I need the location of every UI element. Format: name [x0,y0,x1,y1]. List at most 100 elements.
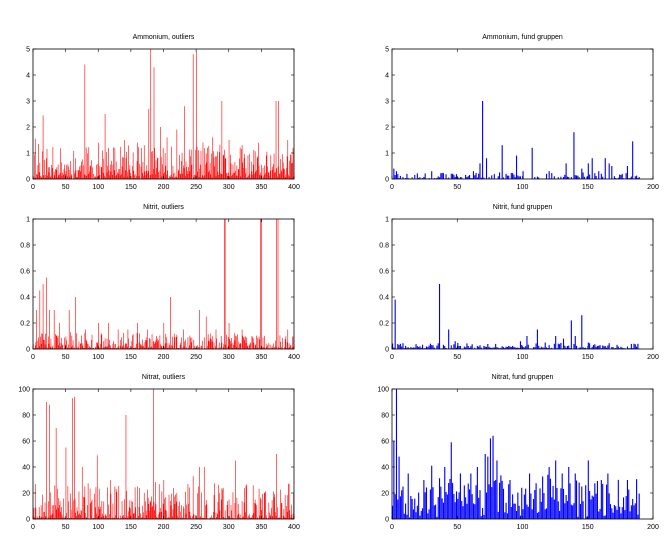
bar [469,347,471,349]
bar [255,344,257,349]
bar [253,149,255,179]
bar [531,147,533,179]
bar [202,142,204,179]
bar [501,346,503,349]
bar [200,516,201,519]
bar [209,517,211,519]
bar [573,344,575,349]
bar [608,493,610,519]
bar [196,146,198,179]
bar [527,344,529,349]
bar [254,503,255,519]
bar [474,347,476,349]
bar [233,172,234,179]
bar [76,346,78,349]
bar [155,482,156,519]
bar [46,158,47,179]
bar [269,344,271,349]
bar [123,514,124,519]
bar [438,177,441,179]
bar [104,338,106,349]
bar [235,460,236,519]
bar [60,511,62,519]
bar [61,343,63,349]
bar [619,506,621,519]
bar [58,498,60,519]
bar [577,516,579,519]
bar [137,486,138,519]
bar [536,329,538,349]
bar [474,175,476,179]
bar [273,343,274,349]
bar [497,511,499,519]
y-tick-label: 0.8 [379,243,389,250]
bar [226,173,228,179]
bar [246,484,247,519]
bar [250,177,251,179]
bar [414,174,416,179]
bar [211,177,213,179]
bar [398,178,400,179]
bar [178,505,180,519]
bar [238,513,240,519]
bar [217,347,219,349]
bar [173,333,175,349]
bar [55,169,57,179]
bar [604,345,606,349]
bar [61,506,62,519]
bar [277,518,279,519]
bar [171,345,172,349]
bar [61,337,62,349]
bar [128,511,129,519]
bar [244,340,246,349]
y-tick-label: 1 [385,151,389,158]
bar [40,505,42,519]
bar [213,157,215,179]
bar [43,175,45,179]
bar [86,175,88,179]
bar [64,344,66,349]
bar [411,177,413,179]
y-tick-label: 40 [381,465,389,472]
bar [256,170,257,179]
bar [422,178,424,179]
bar [587,460,589,519]
bar [102,513,103,519]
bar [177,515,178,519]
bar [109,164,111,179]
bar [63,169,65,179]
bar [78,491,80,519]
bar [77,348,78,349]
bar [273,153,275,179]
bar [254,347,255,349]
x-tick-label: 100 [517,524,529,531]
bar [81,335,82,349]
bar [478,497,480,519]
bar [256,157,258,179]
plot-title: Nitrat, outliers [142,374,186,381]
bar [466,503,468,519]
bar [557,501,559,519]
bar [284,516,285,519]
bar [613,505,615,519]
bar [448,483,450,519]
bar [428,509,430,519]
bar [565,347,567,349]
bar [164,153,166,179]
bar [56,335,58,349]
bar [210,333,212,349]
bar [493,347,495,349]
bar [526,504,528,519]
bar [232,164,234,179]
bar [151,334,153,349]
bar [290,517,291,519]
bar [94,176,95,179]
bar [471,344,473,349]
bar [195,347,197,349]
bar [254,345,256,349]
bar [621,347,623,349]
bar [256,335,257,349]
bar [109,514,110,519]
bar [220,499,222,519]
